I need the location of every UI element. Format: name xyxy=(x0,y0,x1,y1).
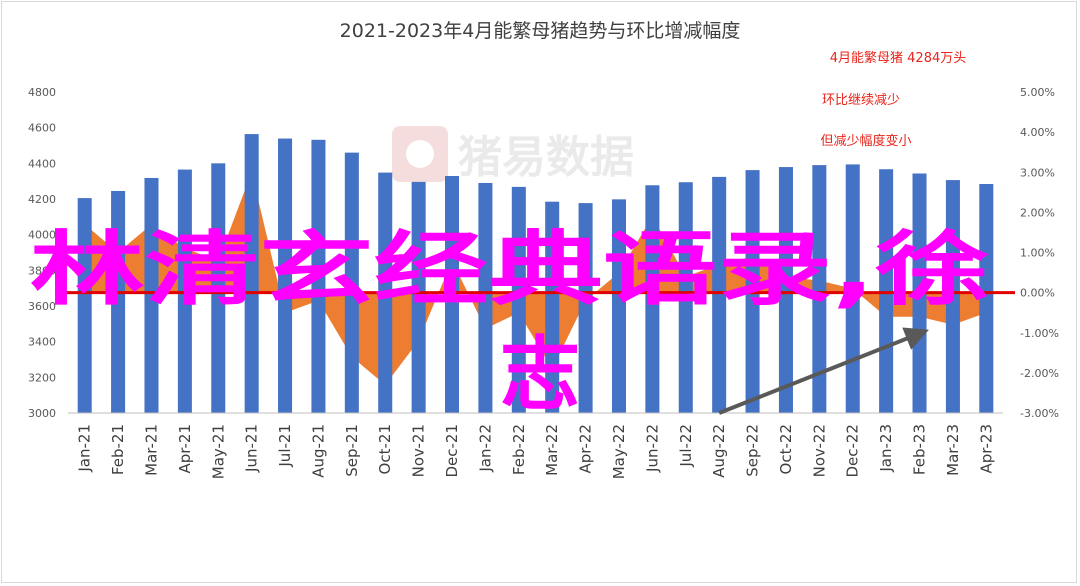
y2-tick-label: -1.00% xyxy=(1020,327,1059,340)
x-tick-label: Nov-22 xyxy=(810,424,828,477)
x-tick-label: Oct-22 xyxy=(777,424,795,474)
bar xyxy=(144,177,159,413)
bar xyxy=(211,163,226,413)
bar xyxy=(778,167,793,413)
watermark-logo-mark xyxy=(406,140,434,168)
x-tick-label: Apr-21 xyxy=(176,424,194,474)
bar xyxy=(645,185,660,413)
trend-arrow xyxy=(718,327,929,415)
y2-tick-label: -3.00% xyxy=(1020,407,1059,420)
bar xyxy=(344,152,359,413)
x-tick-label: Dec-21 xyxy=(443,424,461,478)
x-tick-label: Feb-22 xyxy=(510,424,528,475)
watermark: 猪易数据 xyxy=(392,126,634,183)
y-axis-left: 4800 4600 4400 4200 4000 3800 3600 3400 3200 3000 xyxy=(28,86,56,420)
x-tick-label: Oct-21 xyxy=(376,424,394,474)
y2-tick-label: 1.00% xyxy=(1020,247,1055,260)
x-tick-label: Sep-21 xyxy=(343,424,361,477)
bar xyxy=(979,184,994,413)
x-tick-label: Apr-22 xyxy=(577,424,595,474)
y2-tick-label: 3.00% xyxy=(1020,166,1055,179)
x-tick-label: Jul-21 xyxy=(276,424,294,468)
x-tick-label: Mar-23 xyxy=(944,424,962,476)
x-tick-label: Jun-22 xyxy=(643,424,661,473)
x-tick-label: Aug-22 xyxy=(710,424,728,478)
bar xyxy=(511,186,526,413)
overlay-line-1: 林清玄经典语录,徐 xyxy=(30,223,990,316)
y-tick-label: 3600 xyxy=(28,300,56,313)
bar xyxy=(712,176,727,413)
y-tick-label: 3200 xyxy=(28,371,56,384)
y-tick-label: 3800 xyxy=(28,264,56,277)
annotation-2: 环比继续减少 xyxy=(822,93,900,108)
bar xyxy=(945,180,960,413)
x-tick-label: Aug-21 xyxy=(309,424,327,478)
bar xyxy=(678,182,693,413)
bar xyxy=(478,182,493,413)
y2-tick-label: 0.00% xyxy=(1020,287,1055,300)
bar xyxy=(311,139,326,413)
x-tick-label: Sep-22 xyxy=(744,424,762,477)
annotations: 4月能繁母猪 4284万头 环比继续减少 但减少幅度变小 xyxy=(820,50,966,149)
y-tick-label: 4000 xyxy=(28,229,56,242)
bar xyxy=(77,198,92,413)
bar xyxy=(611,199,626,413)
x-tick-label: Mar-21 xyxy=(142,424,160,476)
x-tick-label: Jan-21 xyxy=(76,424,94,473)
bar xyxy=(545,201,560,413)
change-area-series xyxy=(84,172,987,385)
watermark-logo xyxy=(392,126,448,182)
bar xyxy=(845,164,860,413)
x-tick-label: Apr-23 xyxy=(977,424,995,474)
x-tick-label: Jan-22 xyxy=(476,424,494,473)
overlay-text: 林清玄经典语录,徐 志 xyxy=(30,223,990,421)
bar xyxy=(244,134,259,413)
x-tick-label: Nov-21 xyxy=(410,424,428,477)
y-tick-label: 3000 xyxy=(28,407,56,420)
bar xyxy=(411,181,426,413)
x-tick-label: Mar-22 xyxy=(543,424,561,476)
y2-tick-label: -2.00% xyxy=(1020,367,1059,380)
bar-series xyxy=(77,134,994,414)
x-axis: Jan-21 Feb-21 Mar-21 Apr-21 May-21 Jun-21 Jul-… xyxy=(76,424,996,479)
x-tick-label: Jun-21 xyxy=(243,424,261,473)
watermark-text: 猪易数据 xyxy=(458,132,634,183)
y-tick-label: 4600 xyxy=(28,122,56,135)
y-tick-label: 3400 xyxy=(28,336,56,349)
x-tick-label: May-22 xyxy=(610,424,628,479)
y2-tick-label: 5.00% xyxy=(1020,86,1055,99)
bar xyxy=(278,138,293,414)
y-tick-label: 4200 xyxy=(28,193,56,206)
annotation-1: 4月能繁母猪 4284万头 xyxy=(830,50,967,66)
y-axis-right: 5.00% 4.00% 3.00% 2.00% 1.00% 0.00% -1.00% -2.0… xyxy=(1020,86,1059,420)
bar xyxy=(111,190,126,413)
annotation-3: 但减少幅度变小 xyxy=(820,133,911,149)
x-tick-label: May-21 xyxy=(209,424,227,479)
bar xyxy=(879,169,894,413)
y2-tick-label: 4.00% xyxy=(1020,126,1055,139)
y-tick-label: 4400 xyxy=(28,157,56,170)
chart-title: 2021-2023年4月能繁母猪趋势与环比增减幅度 xyxy=(340,20,741,42)
overlay-line-2: 志 xyxy=(500,328,580,421)
x-tick-label: Feb-23 xyxy=(911,424,929,475)
bar xyxy=(445,175,460,413)
y-tick-label: 4800 xyxy=(28,86,56,99)
y2-tick-label: 2.00% xyxy=(1020,206,1055,219)
bar xyxy=(812,165,827,413)
x-tick-label: Jan-23 xyxy=(877,424,895,473)
x-tick-label: Dec-22 xyxy=(844,424,862,478)
x-tick-label: Jul-22 xyxy=(677,424,695,468)
bar xyxy=(578,203,593,413)
x-tick-label: Feb-21 xyxy=(109,424,127,475)
